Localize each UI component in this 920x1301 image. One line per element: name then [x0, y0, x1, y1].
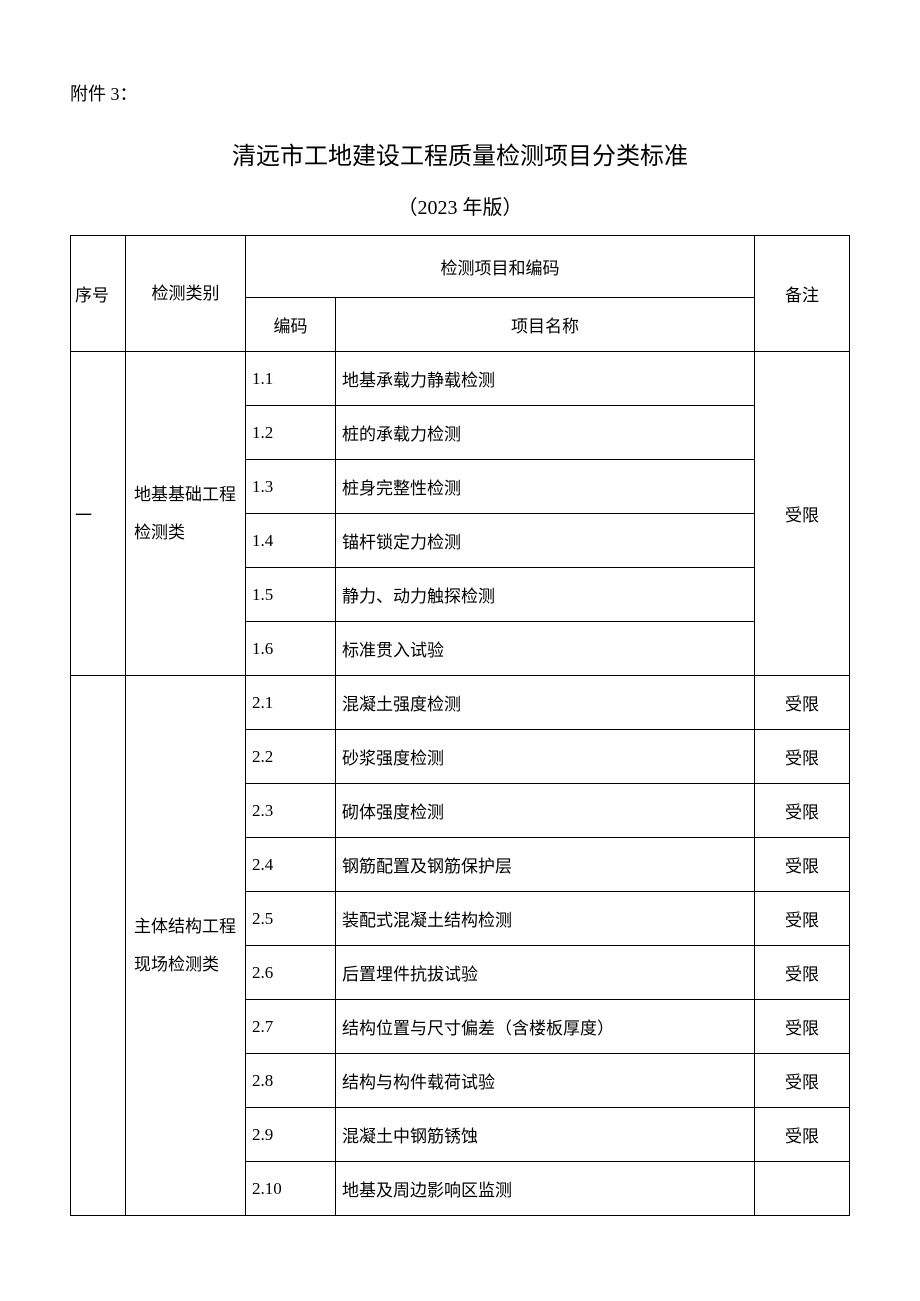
cell-code: 2.8 — [246, 1054, 336, 1108]
header-code: 编码 — [246, 298, 336, 352]
cell-name: 砂浆强度检测 — [336, 730, 755, 784]
classification-table: 序号 检测类别 检测项目和编码 备注 编码 项目名称 一 地基基础工程检测类 1… — [70, 235, 850, 1216]
cell-remark: 受限 — [755, 838, 850, 892]
cell-code: 1.4 — [246, 514, 336, 568]
cell-name: 桩身完整性检测 — [336, 460, 755, 514]
table-row: 一 地基基础工程检测类 1.1 地基承载力静载检测 受限 — [71, 352, 850, 406]
cell-name: 地基承载力静载检测 — [336, 352, 755, 406]
cell-remark: 受限 — [755, 1054, 850, 1108]
cell-name: 混凝土中钢筋锈蚀 — [336, 1108, 755, 1162]
attachment-label: 附件 3： — [70, 80, 850, 106]
cell-name: 后置埋件抗拔试验 — [336, 946, 755, 1000]
cell-name: 结构与构件载荷试验 — [336, 1054, 755, 1108]
cell-name: 砌体强度检测 — [336, 784, 755, 838]
cell-code: 2.10 — [246, 1162, 336, 1216]
cell-code: 2.1 — [246, 676, 336, 730]
cell-name: 地基及周边影响区监测 — [336, 1162, 755, 1216]
header-category: 检测类别 — [126, 236, 246, 352]
cell-code: 1.5 — [246, 568, 336, 622]
cell-code: 2.9 — [246, 1108, 336, 1162]
header-remark: 备注 — [755, 236, 850, 352]
version-label: （2023 年版） — [70, 191, 850, 220]
cell-remark: 受限 — [755, 730, 850, 784]
cell-code: 1.3 — [246, 460, 336, 514]
header-name: 项目名称 — [336, 298, 755, 352]
cell-category: 主体结构工程现场检测类 — [126, 676, 246, 1216]
cell-name: 桩的承载力检测 — [336, 406, 755, 460]
header-project-group: 检测项目和编码 — [246, 236, 755, 298]
cell-name: 钢筋配置及钢筋保护层 — [336, 838, 755, 892]
cell-code: 1.6 — [246, 622, 336, 676]
cell-name: 静力、动力触探检测 — [336, 568, 755, 622]
cell-remark — [755, 1162, 850, 1216]
cell-code: 2.4 — [246, 838, 336, 892]
cell-name: 锚杆锁定力检测 — [336, 514, 755, 568]
cell-code: 2.5 — [246, 892, 336, 946]
cell-code: 1.2 — [246, 406, 336, 460]
cell-seq: 一 — [71, 352, 126, 676]
table-row: 主体结构工程现场检测类 2.1 混凝土强度检测 受限 — [71, 676, 850, 730]
cell-name: 混凝土强度检测 — [336, 676, 755, 730]
cell-seq — [71, 676, 126, 1216]
cell-remark: 受限 — [755, 784, 850, 838]
cell-category: 地基基础工程检测类 — [126, 352, 246, 676]
cell-remark: 受限 — [755, 892, 850, 946]
cell-name: 装配式混凝土结构检测 — [336, 892, 755, 946]
cell-name: 标准贯入试验 — [336, 622, 755, 676]
cell-remark: 受限 — [755, 676, 850, 730]
cell-code: 2.3 — [246, 784, 336, 838]
cell-name: 结构位置与尺寸偏差（含楼板厚度） — [336, 1000, 755, 1054]
cell-code: 1.1 — [246, 352, 336, 406]
cell-remark: 受限 — [755, 352, 850, 676]
page-title: 清远市工地建设工程质量检测项目分类标准 — [70, 136, 850, 171]
cell-remark: 受限 — [755, 946, 850, 1000]
cell-code: 2.2 — [246, 730, 336, 784]
cell-remark: 受限 — [755, 1108, 850, 1162]
cell-remark: 受限 — [755, 1000, 850, 1054]
table-header-row-1: 序号 检测类别 检测项目和编码 备注 — [71, 236, 850, 298]
cell-code: 2.7 — [246, 1000, 336, 1054]
header-seq: 序号 — [71, 236, 126, 352]
cell-code: 2.6 — [246, 946, 336, 1000]
